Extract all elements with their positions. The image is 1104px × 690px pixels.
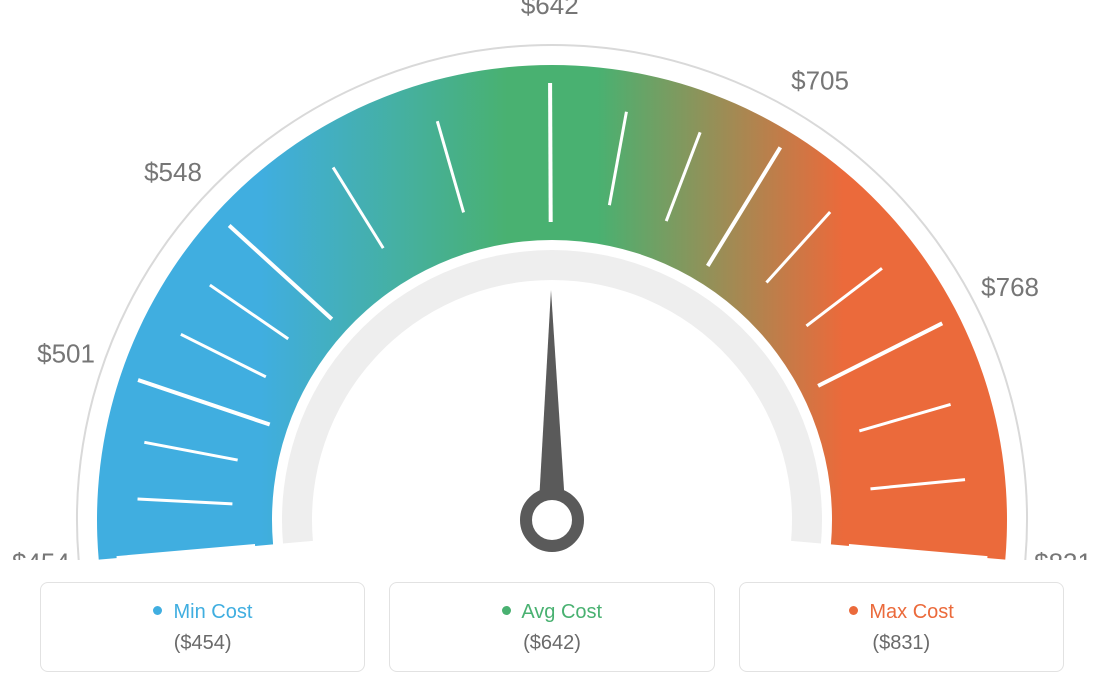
gauge-tick-label: $705 bbox=[791, 65, 849, 95]
legend-avg-value: ($642) bbox=[402, 632, 701, 655]
legend-min-value: ($454) bbox=[53, 632, 352, 655]
gauge-tick-label: $642 bbox=[521, 0, 579, 20]
gauge-tick-label: $454 bbox=[12, 548, 70, 560]
gauge-needle-hub bbox=[526, 494, 578, 546]
gauge-tick-label: $831 bbox=[1034, 548, 1092, 560]
legend-row: Min Cost ($454) Avg Cost ($642) Max Cost… bbox=[40, 582, 1064, 672]
legend-card-min: Min Cost ($454) bbox=[40, 582, 365, 672]
legend-max-value: ($831) bbox=[752, 632, 1051, 655]
gauge-tick-major bbox=[550, 83, 551, 222]
legend-card-max: Max Cost ($831) bbox=[739, 582, 1064, 672]
legend-max-title: Max Cost bbox=[752, 601, 1051, 624]
gauge-tick-label: $548 bbox=[144, 157, 202, 187]
gauge-tick-label: $501 bbox=[37, 339, 95, 369]
legend-min-title: Min Cost bbox=[53, 601, 352, 624]
legend-max-label: Max Cost bbox=[869, 601, 953, 623]
legend-card-avg: Avg Cost ($642) bbox=[389, 582, 714, 672]
dot-icon bbox=[502, 606, 511, 615]
legend-min-label: Min Cost bbox=[173, 601, 252, 623]
dot-icon bbox=[849, 606, 858, 615]
dot-icon bbox=[153, 606, 162, 615]
legend-avg-label: Avg Cost bbox=[521, 601, 602, 623]
gauge-tick-label: $768 bbox=[981, 272, 1039, 302]
gauge-needle bbox=[538, 290, 566, 520]
gauge-chart: $454 $501 $548 $642 $705 $768 $831 bbox=[0, 0, 1104, 560]
legend-avg-title: Avg Cost bbox=[402, 601, 701, 624]
